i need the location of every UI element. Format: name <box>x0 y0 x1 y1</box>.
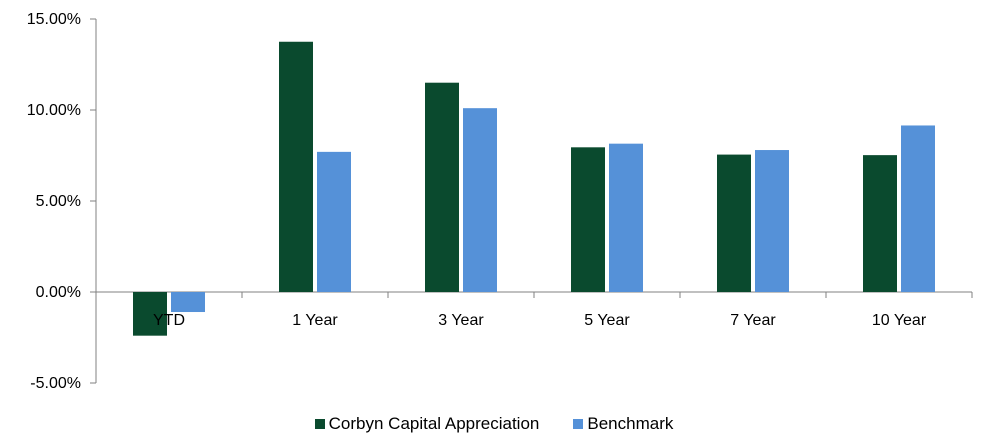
x-tick-label: 3 Year <box>438 312 484 329</box>
y-tick-label: 10.00% <box>27 102 81 119</box>
y-tick-label: 5.00% <box>36 193 81 210</box>
bar-corbyn <box>133 292 167 336</box>
bar-corbyn <box>279 41 313 292</box>
legend-label-series-1: Corbyn Capital Appreciation <box>328 414 540 433</box>
x-tick-label: YTD <box>153 312 185 329</box>
legend-swatch-series-2 <box>573 419 584 429</box>
y-tick-label: -5.00% <box>30 375 81 392</box>
y-tick-label: 0.00% <box>36 284 81 301</box>
legend-label-series-2: Benchmark <box>587 414 674 433</box>
bar-corbyn <box>425 82 459 292</box>
bar-benchmark <box>171 292 205 313</box>
bar-corbyn <box>863 155 897 292</box>
bar-benchmark <box>755 150 789 292</box>
bar-benchmark <box>317 151 351 292</box>
legend-item-series-1: Corbyn Capital Appreciation <box>314 414 540 434</box>
bar-corbyn <box>571 147 605 292</box>
legend-swatch-series-1 <box>314 419 325 429</box>
legend: Corbyn Capital Appreciation Benchmark <box>0 414 988 434</box>
bar-benchmark <box>463 108 497 293</box>
bars <box>133 41 935 336</box>
y-tick-label: 15.00% <box>27 11 81 28</box>
bar-corbyn <box>717 154 751 292</box>
bar-benchmark <box>609 143 643 292</box>
legend-item-series-2: Benchmark <box>573 414 673 434</box>
x-tick-label: 5 Year <box>584 312 630 329</box>
bar-benchmark <box>901 125 935 292</box>
x-tick-label: 7 Year <box>730 312 776 329</box>
x-tick-label: 10 Year <box>872 312 927 329</box>
axes <box>90 18 973 384</box>
x-tick-label: 1 Year <box>292 312 338 329</box>
labels: -5.00% 0.00% 5.00% 10.00% 15.00% YTD 1 Year 3 Y… <box>27 11 927 392</box>
